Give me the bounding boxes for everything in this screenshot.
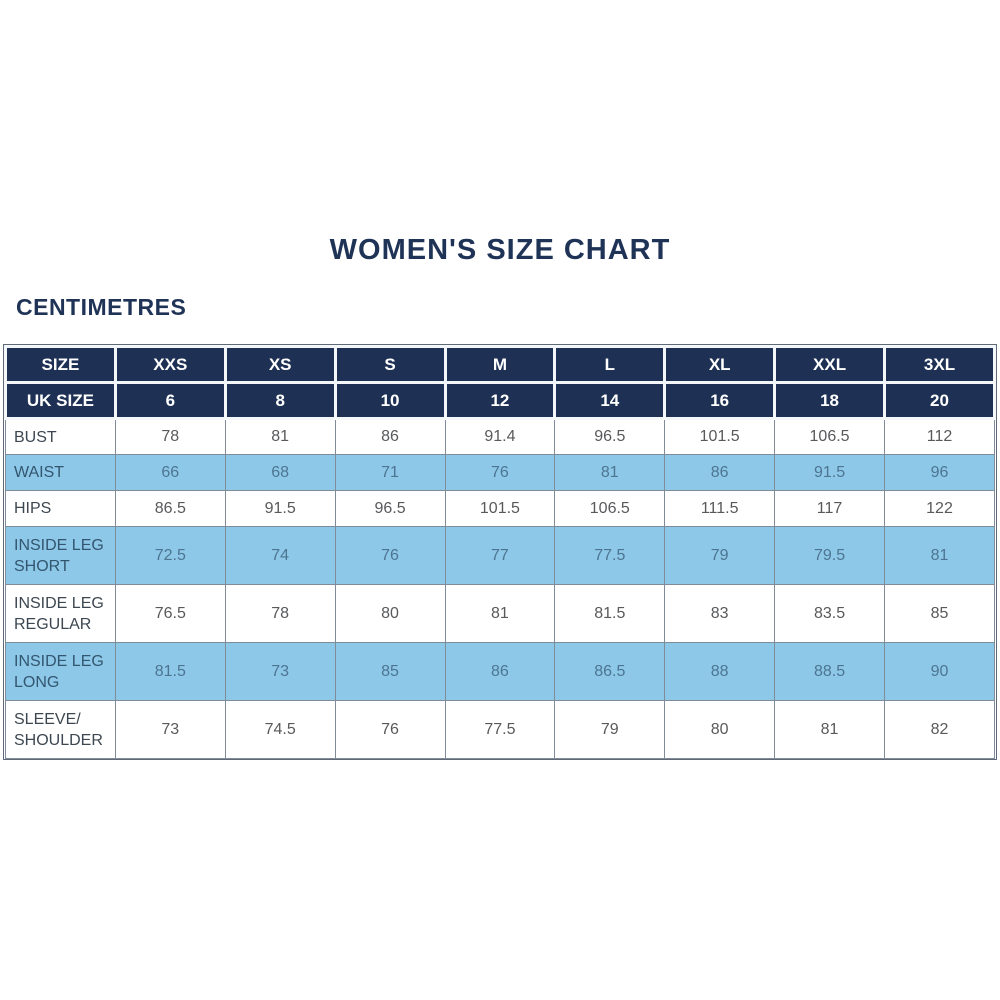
table-row-hips: HIPS 86.5 91.5 96.5 101.5 106.5 111.5 11… <box>5 490 995 527</box>
value-cell: 80 <box>334 584 446 643</box>
value-cell: 81 <box>774 700 885 759</box>
uk-size-header-cell: 10 <box>333 381 447 420</box>
value-cell: 81 <box>554 454 666 491</box>
row-label: SLEEVE/ SHOULDER <box>5 700 116 759</box>
value-cell: 76 <box>334 526 446 585</box>
value-cell: 77.5 <box>554 526 666 585</box>
value-cell: 81.5 <box>554 584 666 643</box>
value-cell: 73 <box>114 700 226 759</box>
value-cell: 85 <box>884 584 995 643</box>
value-cell: 77.5 <box>444 700 556 759</box>
value-cell: 80 <box>664 700 776 759</box>
value-cell: 66 <box>114 454 226 491</box>
value-cell: 90 <box>884 642 995 701</box>
value-cell: 74 <box>224 526 336 585</box>
value-cell: 77 <box>444 526 556 585</box>
value-cell: 73 <box>224 642 336 701</box>
value-cell: 78 <box>224 584 336 643</box>
size-header-cell: L <box>553 345 667 384</box>
value-cell: 86 <box>444 642 556 701</box>
size-header-cell: XXS <box>113 345 227 384</box>
value-cell: 76 <box>444 454 556 491</box>
value-cell: 106.5 <box>554 490 666 527</box>
uk-size-header-cell: 18 <box>773 381 886 420</box>
row-label: INSIDE LEG REGULAR <box>5 584 116 643</box>
size-header-cell: S <box>333 345 447 384</box>
value-cell: 74.5 <box>224 700 336 759</box>
value-cell: 81.5 <box>114 642 226 701</box>
value-cell: 68 <box>224 454 336 491</box>
size-chart-table-wrapper: SIZE XXS XS S M L XL XXL 3XL UK SIZE 6 8… <box>3 344 997 760</box>
value-cell: 117 <box>774 490 885 527</box>
table-row-bust: BUST 78 81 86 91.4 96.5 101.5 106.5 112 <box>5 418 995 455</box>
value-cell: 106.5 <box>774 418 885 455</box>
value-cell: 86.5 <box>554 642 666 701</box>
uk-size-header-cell: 16 <box>663 381 777 420</box>
size-header-label: SIZE <box>4 345 117 384</box>
value-cell: 82 <box>884 700 995 759</box>
value-cell: 81 <box>444 584 556 643</box>
value-cell: 76 <box>334 700 446 759</box>
uk-size-header-cell: 12 <box>443 381 557 420</box>
row-label: HIPS <box>5 490 116 527</box>
value-cell: 91.5 <box>224 490 336 527</box>
row-label: INSIDE LEG LONG <box>5 642 116 701</box>
row-label: INSIDE LEG SHORT <box>5 526 116 585</box>
table-row-sleeve-shoulder: SLEEVE/ SHOULDER 73 74.5 76 77.5 79 80 8… <box>5 700 995 759</box>
uk-size-header-row: UK SIZE 6 8 10 12 14 16 18 20 <box>4 381 996 420</box>
table-row-inside-leg-long: INSIDE LEG LONG 81.5 73 85 86 86.5 88 88… <box>5 642 995 701</box>
uk-size-header-cell: 8 <box>223 381 337 420</box>
size-header-cell: 3XL <box>883 345 996 384</box>
value-cell: 79 <box>554 700 666 759</box>
value-cell: 83 <box>664 584 776 643</box>
row-label: WAIST <box>5 454 116 491</box>
value-cell: 81 <box>884 526 995 585</box>
uk-size-header-cell: 14 <box>553 381 667 420</box>
value-cell: 96.5 <box>554 418 666 455</box>
value-cell: 101.5 <box>664 418 776 455</box>
value-cell: 83.5 <box>774 584 885 643</box>
row-label: BUST <box>5 418 116 455</box>
value-cell: 79 <box>664 526 776 585</box>
size-header-cell: XXL <box>773 345 886 384</box>
value-cell: 122 <box>884 490 995 527</box>
size-header-cell: XL <box>663 345 777 384</box>
value-cell: 112 <box>884 418 995 455</box>
value-cell: 79.5 <box>774 526 885 585</box>
value-cell: 86 <box>664 454 776 491</box>
value-cell: 96.5 <box>334 490 446 527</box>
table-row-inside-leg-regular: INSIDE LEG REGULAR 76.5 78 80 81 81.5 83… <box>5 584 995 643</box>
value-cell: 111.5 <box>664 490 776 527</box>
value-cell: 76.5 <box>114 584 226 643</box>
size-chart-table: SIZE XXS XS S M L XL XXL 3XL UK SIZE 6 8… <box>4 345 996 759</box>
page-title: WOMEN'S SIZE CHART <box>329 234 671 266</box>
value-cell: 78 <box>114 418 226 455</box>
uk-size-header-cell: 6 <box>113 381 227 420</box>
value-cell: 101.5 <box>444 490 556 527</box>
value-cell: 96 <box>884 454 995 491</box>
value-cell: 86 <box>334 418 446 455</box>
size-header-cell: XS <box>223 345 337 384</box>
value-cell: 71 <box>334 454 446 491</box>
value-cell: 72.5 <box>114 526 226 585</box>
size-header-cell: M <box>443 345 557 384</box>
uk-size-header-label: UK SIZE <box>4 381 117 420</box>
size-header-row: SIZE XXS XS S M L XL XXL 3XL <box>4 345 996 384</box>
value-cell: 81 <box>224 418 336 455</box>
value-cell: 88 <box>664 642 776 701</box>
table-row-waist: WAIST 66 68 71 76 81 86 91.5 96 <box>5 454 995 491</box>
value-cell: 88.5 <box>774 642 885 701</box>
value-cell: 86.5 <box>114 490 226 527</box>
value-cell: 91.5 <box>774 454 885 491</box>
value-cell: 85 <box>334 642 446 701</box>
table-row-inside-leg-short: INSIDE LEG SHORT 72.5 74 76 77 77.5 79 7… <box>5 526 995 585</box>
value-cell: 91.4 <box>444 418 556 455</box>
uk-size-header-cell: 20 <box>883 381 996 420</box>
unit-label: CENTIMETRES <box>16 294 187 320</box>
